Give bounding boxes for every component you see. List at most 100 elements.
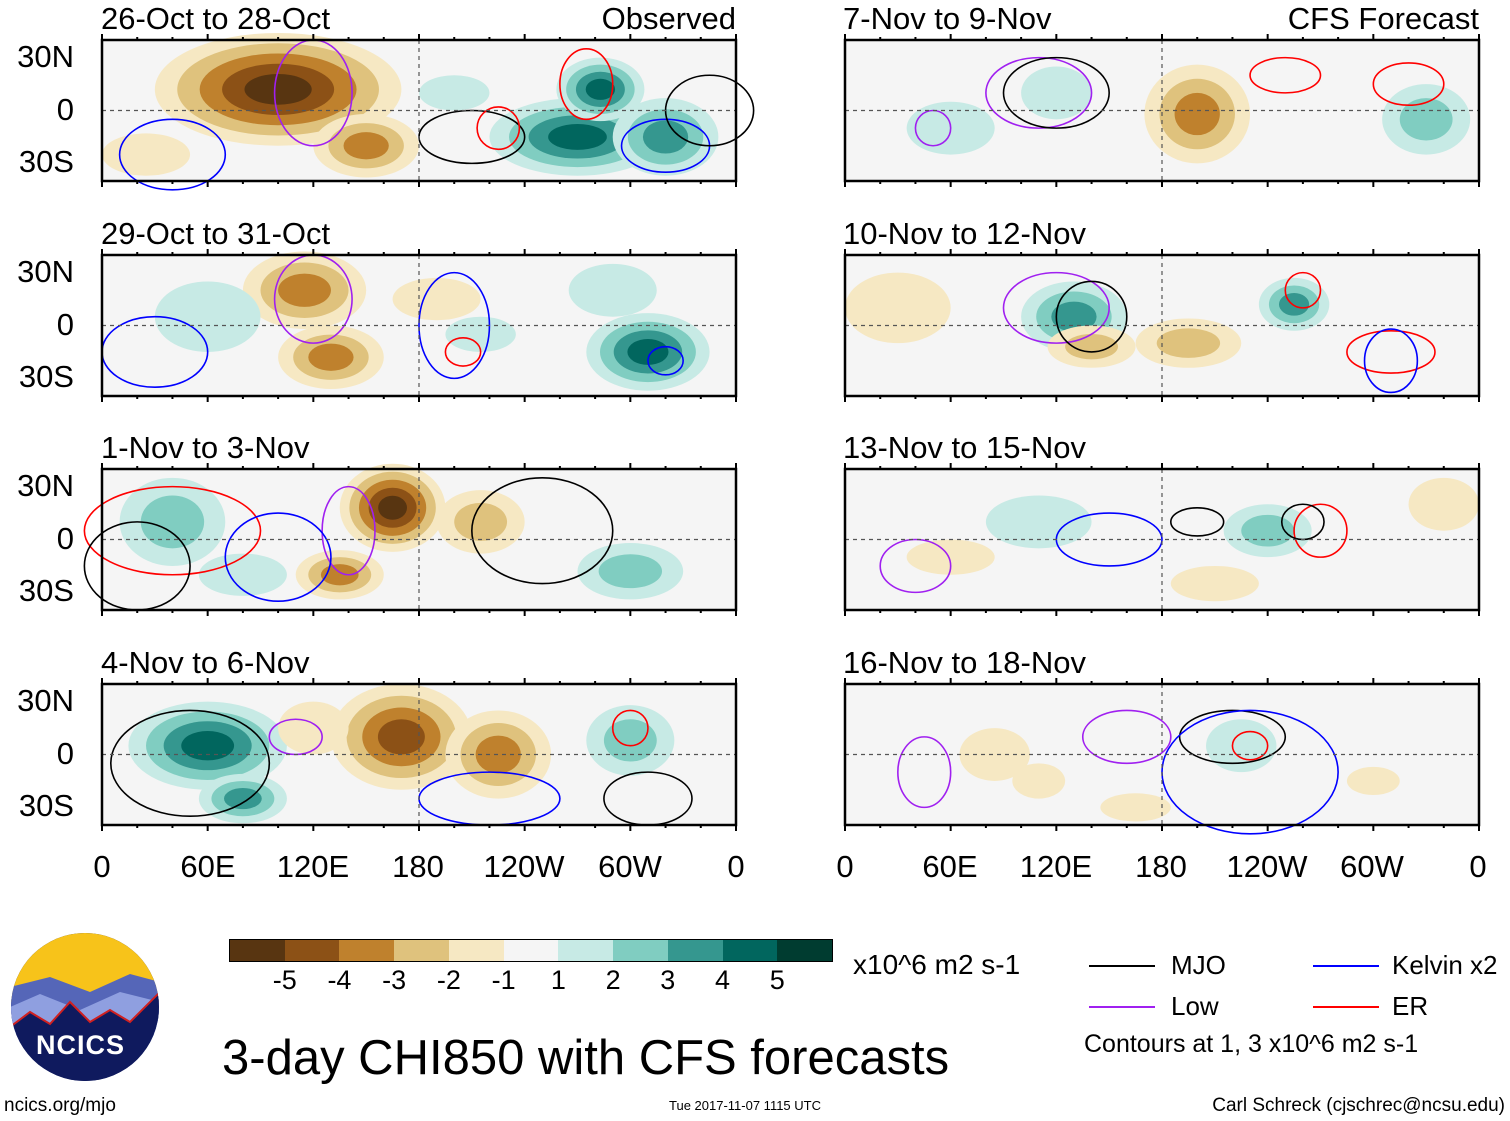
map-svg [843, 34, 1481, 187]
colorbar [229, 939, 833, 962]
lon-label: 60E [922, 849, 978, 884]
lon-label: 0 [93, 849, 111, 884]
wave-contour [1284, 271, 1322, 309]
colorbar-label: 4 [715, 965, 731, 995]
colorbar-swatch [503, 940, 560, 961]
wave-contour [559, 48, 614, 121]
lat-label: 0 [56, 307, 74, 342]
positive-anomaly-blob [585, 78, 616, 100]
positive-anomaly-blob [1051, 301, 1097, 332]
wave-contour [1231, 730, 1269, 761]
legend-mjo-line [1089, 965, 1155, 967]
wave-contour [1249, 56, 1322, 94]
panel-title: 1-Nov to 3-Nov [101, 430, 310, 465]
contour-note: Contours at 1, 3 x10^6 m2 s-1 [1084, 1030, 1419, 1058]
wave-contour [1363, 328, 1419, 394]
site-link[interactable]: ncics.org/mjo [4, 1095, 116, 1116]
map-panel [843, 463, 1481, 616]
negative-anomaly-blob [1100, 793, 1171, 822]
colorbar-label: -1 [491, 965, 516, 995]
colorbar-swatch [394, 940, 450, 961]
negative-anomaly-blob [102, 133, 191, 176]
colorbar-label: -4 [327, 965, 352, 995]
positive-anomaly-blob [627, 339, 669, 365]
negative-anomaly-blob [343, 132, 389, 160]
colorbar-swatch [284, 940, 341, 961]
timestamp: Tue 2017-11-07 1115 UTC [669, 1098, 821, 1113]
positive-anomaly-blob [568, 263, 657, 317]
lat-label: 0 [56, 736, 74, 771]
positive-anomaly-blob [1278, 293, 1310, 316]
wave-contour [1002, 56, 1110, 129]
negative-anomaly-blob [1156, 328, 1221, 358]
positive-anomaly-blob [548, 124, 607, 150]
lat-label: 30S [18, 788, 74, 823]
positive-anomaly-blob [1206, 719, 1277, 773]
wave-contour [1055, 280, 1128, 353]
wave-contour [1178, 709, 1287, 765]
lon-label: 120W [483, 849, 565, 884]
lat-label: 30S [18, 144, 74, 179]
map-panel [83, 463, 738, 616]
colorbar-label: -5 [272, 965, 297, 995]
lat-label: 30S [18, 573, 74, 608]
lat-label: 0 [56, 92, 74, 127]
negative-anomaly-blob [278, 701, 349, 755]
colorbar-units: x10^6 m2 s-1 [853, 949, 1021, 980]
legend-kelvin-line [1313, 965, 1379, 967]
negative-anomaly-blob [278, 273, 331, 307]
positive-anomaly-blob [419, 75, 490, 111]
negative-anomaly-blob [392, 277, 481, 321]
wave-contour [444, 337, 482, 367]
wave-contour [611, 709, 649, 747]
wave-contour [1170, 506, 1225, 537]
colorbar-swatch [777, 940, 832, 961]
colorbar-label: 2 [605, 965, 621, 995]
ncics-logo [11, 933, 159, 1081]
panel-title: 29-Oct to 31-Oct [101, 216, 331, 251]
anomaly-field [102, 32, 719, 178]
negative-anomaly-blob [320, 564, 359, 586]
negative-anomaly-blob [845, 272, 951, 344]
legend-low-line [1089, 1006, 1155, 1008]
wave-contour [83, 485, 262, 576]
panel-title: 26-Oct to 28-Oct [101, 1, 331, 36]
lon-label: 60E [180, 849, 236, 884]
positive-anomaly-blob [224, 787, 262, 810]
observed-label: Observed [601, 1, 736, 36]
wave-contour [476, 106, 521, 151]
legend-mjo-label: MJO [1171, 950, 1226, 980]
negative-anomaly-blob [906, 539, 995, 575]
wave-contour [118, 118, 227, 191]
wave-contour [1002, 271, 1110, 344]
colorbar-label: -3 [382, 965, 407, 995]
colorbar-swatch [558, 940, 615, 961]
lon-label: 0 [1469, 849, 1487, 884]
map-svg [843, 249, 1481, 402]
negative-anomaly-blob [475, 735, 521, 774]
panel-title: 16-Nov to 18-Nov [843, 645, 1086, 680]
lon-label: 180 [392, 849, 444, 884]
wave-contour [1372, 62, 1445, 107]
lon-label: 60W [1340, 849, 1404, 884]
anomaly-field [959, 719, 1400, 822]
map-svg [843, 463, 1481, 616]
anomaly-field [128, 684, 675, 824]
map-svg [100, 32, 755, 191]
negative-anomaly-blob [1012, 763, 1066, 799]
positive-anomaly-blob [642, 120, 689, 154]
lat-label: 30N [17, 683, 74, 718]
positive-anomaly-blob [140, 495, 205, 549]
positive-anomaly-blob [198, 553, 287, 596]
colorbar-swatch [667, 940, 724, 961]
map-panel [843, 249, 1481, 402]
wave-contour [647, 345, 684, 376]
map-panel [100, 32, 755, 191]
negative-anomaly-blob [377, 719, 425, 755]
wave-contour [879, 538, 952, 594]
lat-label: 0 [56, 521, 74, 556]
logo-text: NCICS [36, 1030, 126, 1060]
negative-anomaly-blob [1174, 92, 1220, 136]
negative-anomaly-blob [454, 502, 508, 541]
